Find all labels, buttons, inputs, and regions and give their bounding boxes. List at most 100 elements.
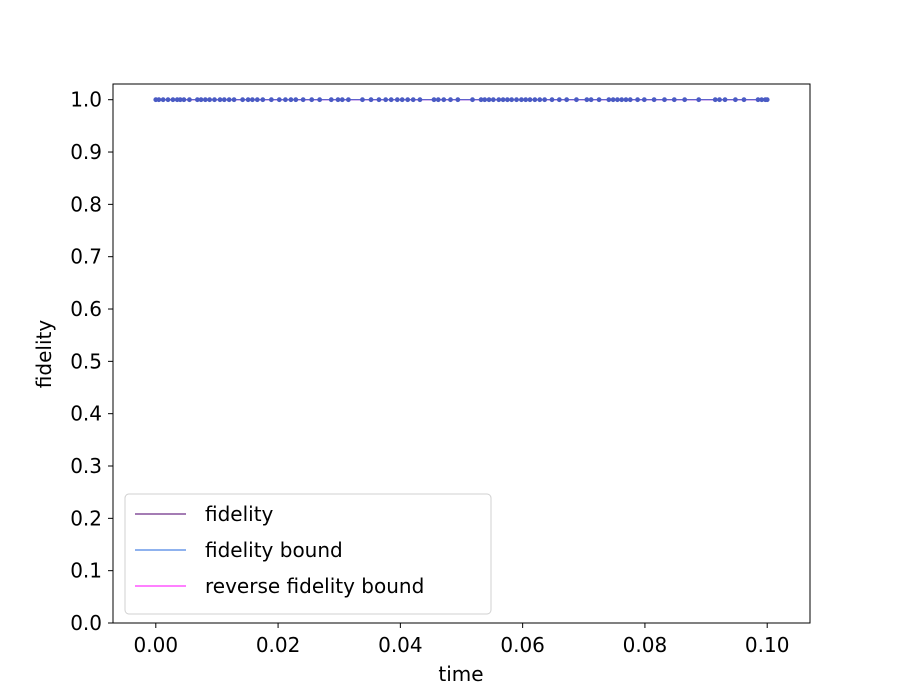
y-tick-label: 0.0 xyxy=(70,611,102,635)
data-point xyxy=(293,97,299,103)
data-point xyxy=(194,97,200,103)
data-point xyxy=(187,97,192,103)
y-tick-label: 0.3 xyxy=(70,454,102,478)
x-axis: 0.00 0.02 0.04 0.06 0.08 0.10 xyxy=(134,623,790,657)
data-point xyxy=(231,97,237,103)
data-point xyxy=(610,97,616,103)
data-point xyxy=(300,97,306,103)
data-point xyxy=(431,97,437,103)
data-point xyxy=(245,97,251,103)
x-tick-label: 0.02 xyxy=(256,633,301,657)
data-point xyxy=(177,97,183,103)
data-point xyxy=(328,97,334,103)
data-point xyxy=(221,97,227,103)
data-point xyxy=(606,97,612,103)
data-point xyxy=(596,97,602,103)
data-point xyxy=(478,97,484,103)
data-point xyxy=(394,97,400,103)
data-point xyxy=(519,97,524,103)
data-point xyxy=(532,97,538,103)
data-point xyxy=(635,97,640,103)
data-point xyxy=(217,97,223,103)
data-point xyxy=(759,97,765,103)
data-point xyxy=(181,97,187,103)
data-point xyxy=(339,97,345,103)
data-point xyxy=(651,97,657,103)
data-point xyxy=(335,97,341,103)
data-point xyxy=(564,97,570,103)
plot-frame xyxy=(112,83,811,624)
plot-area xyxy=(112,83,811,624)
data-point xyxy=(399,97,405,103)
legend: fidelity fidelity bound reverse fidelity b… xyxy=(124,493,492,615)
data-point xyxy=(527,97,533,103)
data-point xyxy=(448,97,453,103)
data-point xyxy=(165,97,171,103)
data-point xyxy=(523,97,529,103)
data-point xyxy=(156,97,162,103)
x-tick-label: 0.00 xyxy=(134,633,179,657)
y-axis-title: fidelity xyxy=(32,320,56,389)
data-point xyxy=(254,97,260,103)
y-tick-label: 0.5 xyxy=(70,349,102,373)
data-point xyxy=(317,97,323,103)
data-point xyxy=(615,97,620,103)
legend-label: reverse fidelity bound xyxy=(205,574,424,598)
legend-label: fidelity bound xyxy=(205,538,343,562)
data-point xyxy=(496,97,502,103)
data-point xyxy=(741,97,747,103)
data-point xyxy=(556,97,562,103)
data-point xyxy=(455,97,461,103)
data-point xyxy=(588,97,594,103)
data-point xyxy=(696,97,702,103)
x-tick-label: 0.06 xyxy=(500,633,545,657)
data-point xyxy=(662,97,667,103)
legend-box xyxy=(124,493,492,615)
data-point xyxy=(160,97,166,103)
data-point xyxy=(250,97,255,103)
data-point xyxy=(376,97,382,103)
data-point xyxy=(470,97,475,103)
x-tick-label: 0.04 xyxy=(378,633,423,657)
data-point xyxy=(490,97,496,103)
data-point xyxy=(212,97,217,103)
data-point xyxy=(717,97,722,103)
x-tick-label: 0.08 xyxy=(623,633,668,657)
data-point xyxy=(584,97,590,103)
data-point xyxy=(268,97,274,103)
data-point xyxy=(202,97,208,103)
data-point xyxy=(682,97,688,103)
data-point xyxy=(574,97,579,103)
data-point xyxy=(309,97,315,103)
data-point xyxy=(509,97,515,103)
data-point xyxy=(170,97,176,103)
data-point xyxy=(504,97,510,103)
y-tick-label: 0.4 xyxy=(70,402,102,426)
data-point xyxy=(226,97,232,103)
y-tick-label: 0.7 xyxy=(70,245,102,269)
data-point xyxy=(755,97,761,103)
data-point xyxy=(712,97,718,103)
data-point xyxy=(482,97,488,103)
y-tick-label: 0.2 xyxy=(70,506,102,530)
y-tick-label: 0.6 xyxy=(70,297,102,321)
data-point xyxy=(764,97,770,103)
legend-label: fidelity xyxy=(205,502,274,526)
data-point xyxy=(405,97,411,103)
data-point xyxy=(486,97,492,103)
data-point xyxy=(722,97,728,103)
data-point xyxy=(441,97,447,103)
y-axis: 0.0 0.1 0.2 0.3 0.4 0.5 0.6 0.7 0.8 0.9 1.0 xyxy=(70,88,113,635)
data-point xyxy=(345,97,351,103)
data-point xyxy=(260,97,266,103)
x-tick-label: 0.10 xyxy=(745,633,790,657)
data-point xyxy=(549,97,555,103)
data-point xyxy=(240,97,246,103)
data-point xyxy=(198,97,204,103)
data-point xyxy=(671,97,677,103)
data-point xyxy=(388,97,394,103)
data-point xyxy=(368,97,374,103)
data-point xyxy=(619,97,625,103)
data-point xyxy=(435,97,441,103)
